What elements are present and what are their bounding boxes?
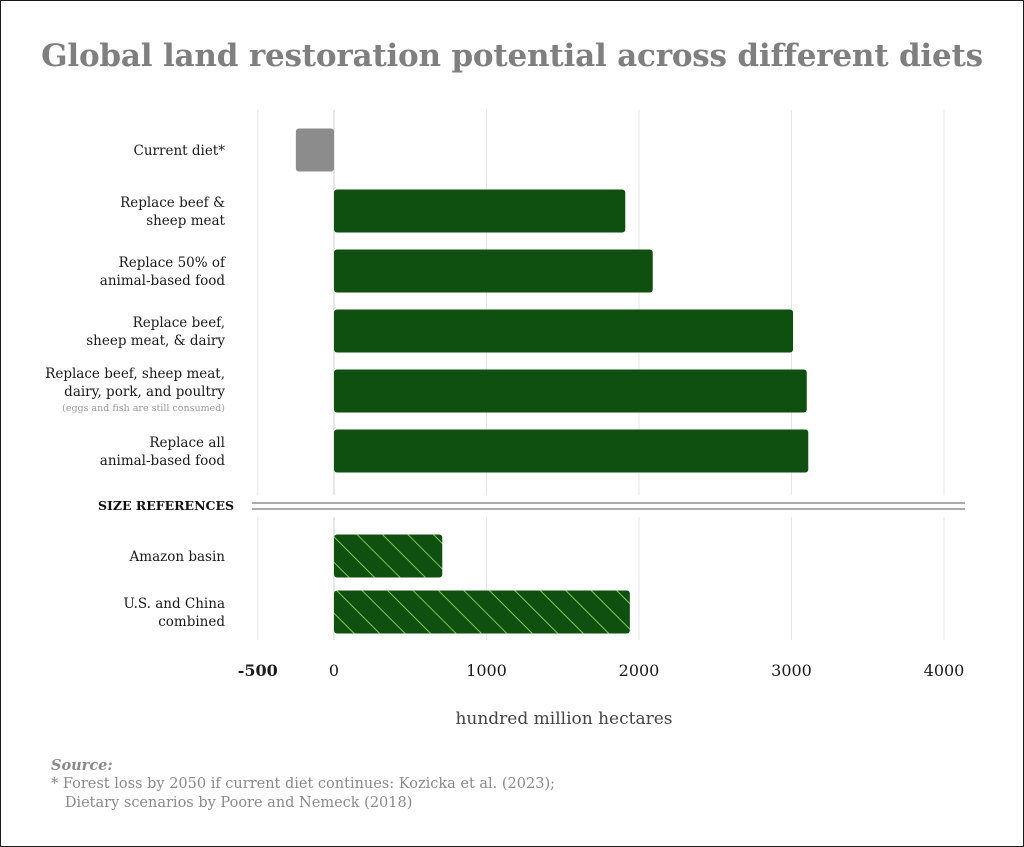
x-tick-label-5: 4000: [924, 661, 965, 680]
chart-title: Global land restoration potential across…: [41, 38, 983, 74]
diet-3-label-line-1: sheep meat, & dairy: [86, 333, 225, 349]
diet-2-label-line-0: Replace 50% of: [119, 255, 226, 271]
diet-bar-3: [334, 309, 794, 353]
diet-4-label-line-1: dairy, pork, and poultry: [64, 384, 225, 400]
diet-bar-4: [334, 369, 807, 413]
diet-3-label-line-0: Replace beef,: [133, 315, 225, 331]
diet-4-sublabel: (eggs and fish are still consumed): [62, 403, 225, 414]
reference-bar-0: [334, 534, 443, 578]
ref-1-label-line-0: U.S. and China: [123, 596, 225, 612]
diet-1-label-line-1: sheep meat: [146, 213, 225, 229]
source-line-1: * Forest loss by 2050 if current diet co…: [51, 776, 556, 792]
category-labels: Current diet* Replace beef & sheep meat Rep…: [45, 143, 234, 630]
ref-0-label-line-0: Amazon basin: [129, 549, 226, 565]
x-tick-label-4: 3000: [771, 661, 812, 680]
x-tick-label-0: -500: [238, 661, 278, 680]
diet-bar-5: [334, 429, 809, 473]
diet-bar-0: [295, 128, 334, 172]
x-tick-label-2: 1000: [466, 661, 507, 680]
x-tick-label-1: 0: [329, 661, 339, 680]
diet-4-label-line-0: Replace beef, sheep meat,: [45, 366, 225, 382]
diet-1-label-line-0: Replace beef &: [120, 195, 225, 211]
x-axis-label: hundred million hectares: [455, 709, 672, 729]
ref-1-label-line-1: combined: [158, 614, 225, 630]
section-label-size-references: SIZE REFERENCES: [98, 498, 234, 513]
diet-0-label-line-0: Current diet*: [134, 143, 226, 159]
x-tick-label-3: 2000: [619, 661, 660, 680]
diet-bar-2: [334, 249, 653, 293]
source-title: Source:: [51, 757, 113, 774]
diet-5-label-line-1: animal-based food: [100, 453, 226, 469]
reference-bar-1: [334, 590, 630, 634]
diet-bar-1: [334, 189, 626, 233]
source-note: Source: * Forest loss by 2050 if current…: [51, 756, 555, 813]
source-line-2: Dietary scenarios by Poore and Nemeck (2…: [51, 795, 413, 811]
diet-5-label-line-0: Replace all: [149, 435, 225, 451]
x-axis: -500 0 1000 2000 3000 4000 hundred million hec…: [238, 661, 965, 729]
bars: [295, 128, 809, 634]
diet-2-label-line-1: animal-based food: [100, 273, 226, 289]
